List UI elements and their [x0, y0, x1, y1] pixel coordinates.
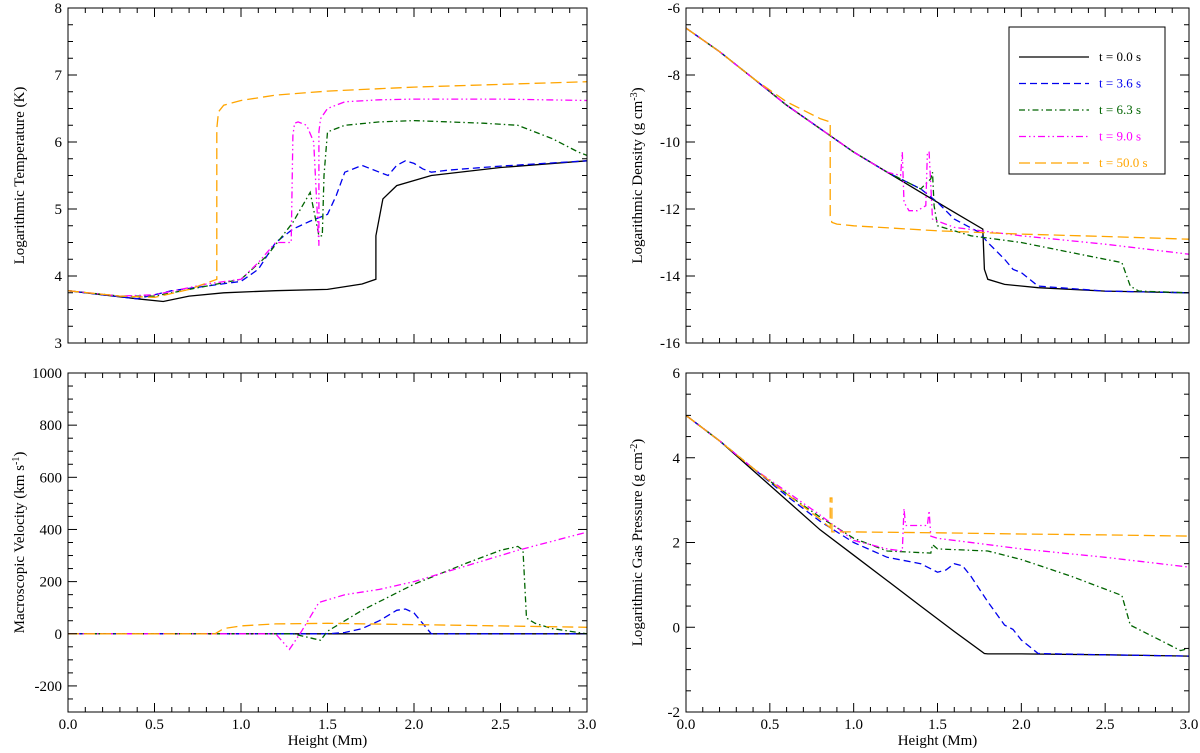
- velocity-series-t90: [68, 531, 587, 651]
- velocity-xlabel: Height (Mm): [288, 733, 368, 748]
- legend-label-t500: t = 50.0 s: [1099, 155, 1148, 170]
- velocity-series-t63: [68, 545, 587, 642]
- temperature-series-t90: [68, 98, 587, 297]
- density-ytick-label: -10: [660, 135, 680, 151]
- density-ylabel: Logarithmic Density (g cm-3): [629, 87, 647, 263]
- velocity-panel: 0.0 0.5 1.0 1.5 2.0 2.5 3.0 Height (Mm) -200 0 200…: [11, 366, 597, 749]
- temperature-ytick-label: 4: [55, 269, 63, 285]
- velocity-xtick-label: 2.5: [491, 717, 510, 733]
- pressure-series-t0: [686, 414, 1189, 657]
- temperature-frame: [67, 7, 588, 344]
- density-series-t500: [686, 27, 1189, 240]
- pressure-xtick-label: 2.5: [1096, 717, 1115, 733]
- velocity-ytick-label: 400: [40, 522, 63, 538]
- temperature-ytick-label: 3: [55, 336, 63, 352]
- velocity-frame: [67, 372, 588, 713]
- pressure-ytick-label: -2: [668, 705, 681, 721]
- velocity-xtick-label: 0.5: [145, 717, 164, 733]
- temperature-panel: 3 4 5 6 7 8 Logarithmic Temperature (K): [12, 1, 588, 352]
- velocity-ytick-label: 200: [40, 575, 63, 591]
- velocity-xtick-label: 2.0: [405, 717, 424, 733]
- density-ytick-label: -14: [660, 269, 680, 285]
- temperature-ytick-label: 8: [55, 1, 63, 17]
- density-ytick-label: -12: [660, 202, 680, 218]
- density-ytick-label: -8: [668, 68, 681, 84]
- pressure-ytick-label: 2: [673, 536, 681, 552]
- pressure-xtick-label: 1.5: [928, 717, 947, 733]
- temperature-series-t36: [68, 160, 587, 300]
- pressure-xtick-label: 0.5: [760, 717, 779, 733]
- legend-label-t63: t = 6.3 s: [1099, 102, 1141, 117]
- pressure-xtick-label: 1.0: [844, 717, 863, 733]
- pressure-panel: 0.0 0.5 1.0 1.5 2.0 2.5 3.0 Height (Mm) -2 0 2 4 6 Lo…: [629, 366, 1199, 749]
- density-series-t63: [686, 27, 1189, 294]
- temperature-ytick-label: 6: [55, 135, 63, 151]
- density-ytick-label: -16: [660, 336, 680, 352]
- temperature-ylabel: Logarithmic Temperature (K): [12, 87, 28, 265]
- temperature-ytick-label: 5: [55, 202, 63, 218]
- velocity-ytick-label: 1000: [32, 366, 62, 382]
- pressure-series-t63: [686, 414, 1189, 652]
- velocity-xtick-label: 0.0: [59, 717, 78, 733]
- pressure-frame: [685, 372, 1190, 713]
- density-panel: -16 -14 -12 -10 -8 -6 Logarithmic Density (g c…: [629, 1, 1190, 352]
- velocity-ylabel: Macroscopic Velocity (km s-1): [11, 452, 29, 634]
- velocity-ytick-label: 800: [40, 418, 63, 434]
- velocity-xtick-label: 3.0: [578, 717, 597, 733]
- temperature-ytick-label: 7: [55, 68, 63, 84]
- density-ytick-label: -6: [668, 1, 681, 17]
- pressure-series-t36: [686, 414, 1189, 657]
- velocity-xtick-label: 1.5: [318, 717, 337, 733]
- legend-label-t0: t = 0.0 s: [1099, 49, 1141, 64]
- velocity-xtick-label: 1.0: [232, 717, 251, 733]
- legend-label-t90: t = 9.0 s: [1099, 129, 1141, 144]
- temperature-series-t0: [68, 160, 587, 303]
- legend-label-t36: t = 3.6 s: [1099, 76, 1141, 91]
- pressure-series-t500: [686, 414, 1189, 537]
- pressure-ytick-label: 0: [673, 620, 681, 636]
- legend: t = 0.0 s t = 3.6 s t = 6.3 s t = 9.0 s t = …: [1008, 26, 1166, 175]
- density-series-t90: [686, 27, 1189, 255]
- pressure-xtick-label: 0.0: [677, 717, 696, 733]
- pressure-series-t90: [686, 414, 1189, 568]
- pressure-ytick-label: 4: [673, 451, 681, 467]
- pressure-xtick-label: 3.0: [1180, 717, 1199, 733]
- pressure-xlabel: Height (Mm): [898, 733, 978, 748]
- legend-box: [1008, 26, 1166, 175]
- pressure-ytick-label: 6: [673, 366, 681, 382]
- temperature-series-t500: [68, 81, 587, 299]
- velocity-series-t36: [68, 608, 587, 635]
- density-series-t36: [686, 27, 1189, 294]
- pressure-ylabel: Logarithmic Gas Pressure (g cm-2): [629, 439, 647, 646]
- velocity-series-t500: [68, 622, 587, 635]
- velocity-ytick-label: 600: [40, 470, 63, 486]
- velocity-ytick-label: -200: [35, 679, 63, 695]
- velocity-ytick-label: 0: [55, 627, 63, 643]
- temperature-series-t63: [68, 119, 587, 297]
- pressure-xtick-label: 2.0: [1012, 717, 1031, 733]
